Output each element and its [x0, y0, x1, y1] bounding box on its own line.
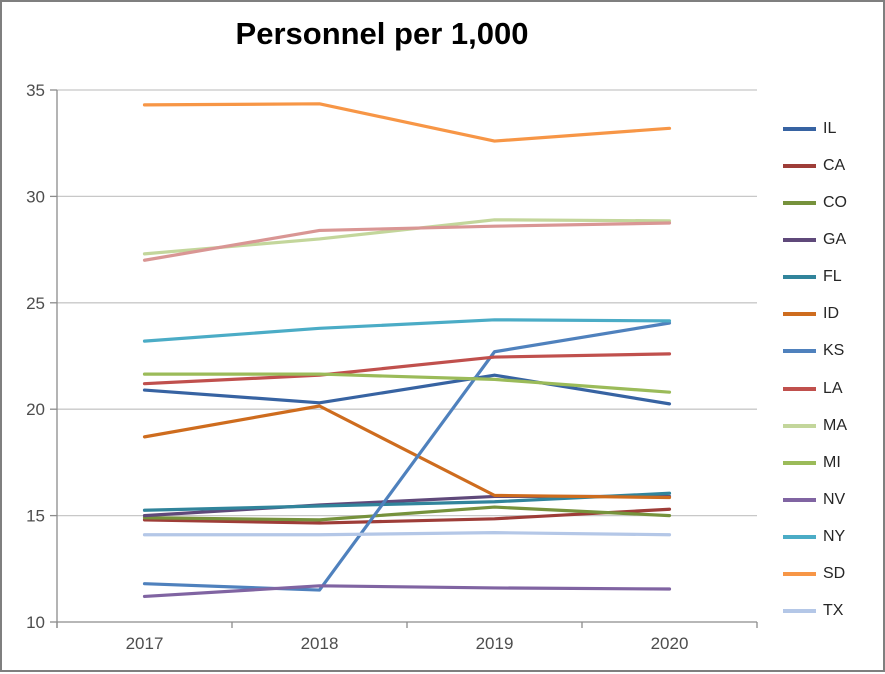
chart-title: Personnel per 1,000	[235, 16, 529, 51]
series-line-IL[interactable]	[142, 373, 672, 406]
legend-label: CA	[823, 156, 846, 174]
y-tick-label: 25	[26, 294, 45, 313]
y-tick-label: 20	[26, 400, 45, 419]
series-line-unlabeled[interactable]	[142, 221, 672, 262]
legend-item-GA[interactable]: GA	[783, 221, 847, 258]
legend-item-NV[interactable]: NV	[783, 481, 847, 518]
legend-item-ID[interactable]: ID	[783, 296, 847, 333]
legend-swatch-icon	[783, 423, 816, 428]
legend-item-FL[interactable]: FL	[783, 259, 847, 296]
legend-label: FL	[823, 268, 842, 286]
legend-swatch-icon	[783, 497, 816, 502]
legend-item-TX[interactable]: TX	[783, 593, 847, 630]
legend-swatch-icon	[783, 275, 816, 280]
legend: IL CA CO GA FL ID KS LA MA MI NV NY SD TX	[783, 110, 847, 630]
legend-item-NY[interactable]: NY	[783, 519, 847, 556]
legend-swatch-icon	[783, 460, 816, 465]
y-tick-label: 10	[26, 613, 45, 632]
legend-label: NV	[823, 490, 846, 508]
series-line-TX[interactable]	[142, 531, 672, 537]
x-tick-label: 2020	[651, 634, 689, 653]
legend-swatch-icon	[783, 349, 816, 354]
legend-swatch-icon	[783, 386, 816, 391]
series-line-ID[interactable]	[142, 404, 672, 500]
legend-item-IL[interactable]: IL	[783, 110, 847, 147]
series-line-CA[interactable]	[142, 507, 672, 525]
legend-item-CO[interactable]: CO	[783, 184, 847, 221]
y-tick-label: 35	[26, 81, 45, 100]
legend-label: IL	[823, 119, 837, 137]
series-line-SD[interactable]	[142, 102, 672, 143]
legend-label: MA	[823, 416, 847, 434]
legend-label: GA	[823, 230, 847, 248]
legend-swatch-icon	[783, 163, 816, 168]
legend-swatch-icon	[783, 237, 816, 242]
legend-swatch-icon	[783, 126, 816, 131]
series-line-LA[interactable]	[142, 352, 672, 386]
legend-swatch-icon	[783, 572, 816, 577]
legend-swatch-icon	[783, 609, 816, 614]
series-line-KS[interactable]	[142, 321, 672, 592]
legend-swatch-icon	[783, 312, 816, 317]
x-tick-label: 2019	[476, 634, 514, 653]
legend-label: KS	[823, 342, 845, 360]
series-line-CO[interactable]	[142, 505, 672, 522]
x-tick-label: 2017	[126, 634, 164, 653]
legend-item-MI[interactable]: MI	[783, 444, 847, 481]
legend-label: LA	[823, 379, 843, 397]
x-tick-label: 2018	[301, 634, 339, 653]
legend-item-LA[interactable]: LA	[783, 370, 847, 407]
legend-label: MI	[823, 453, 841, 471]
series-line-MI[interactable]	[142, 372, 672, 394]
legend-label: TX	[823, 602, 844, 620]
y-tick-label: 30	[26, 187, 45, 206]
legend-item-CA[interactable]: CA	[783, 147, 847, 184]
legend-label: NY	[823, 528, 846, 546]
legend-item-KS[interactable]: KS	[783, 333, 847, 370]
legend-label: CO	[823, 193, 847, 211]
legend-swatch-icon	[783, 535, 816, 540]
series-line-NV[interactable]	[142, 584, 672, 599]
legend-swatch-icon	[783, 200, 816, 205]
series-line-NY[interactable]	[142, 318, 672, 343]
legend-item-MA[interactable]: MA	[783, 407, 847, 444]
legend-label: ID	[823, 305, 839, 323]
legend-label: SD	[823, 565, 846, 583]
y-tick-label: 15	[26, 507, 45, 526]
legend-item-SD[interactable]: SD	[783, 556, 847, 593]
